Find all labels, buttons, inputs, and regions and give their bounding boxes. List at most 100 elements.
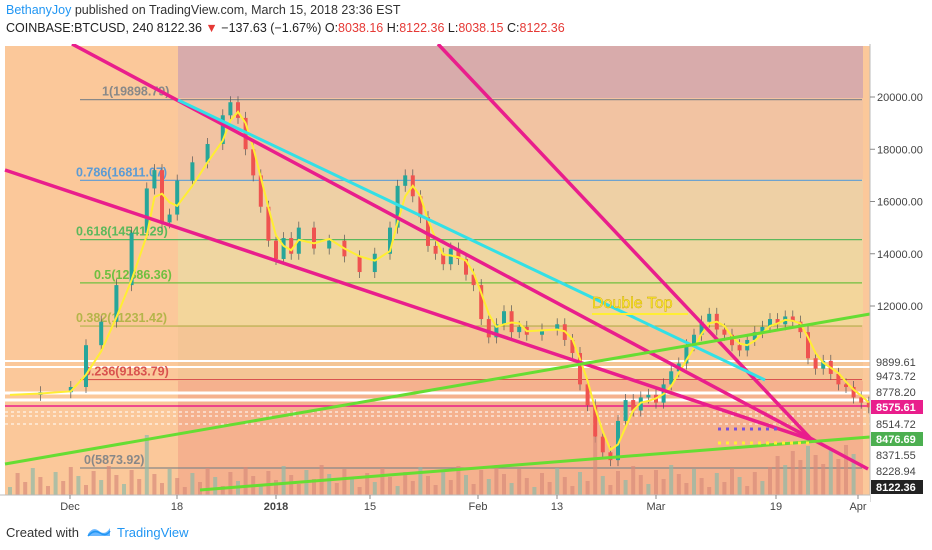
price-label[interactable]: 9473.72 [876,371,916,383]
time-tick-label[interactable]: 2018 [264,501,288,513]
price-label[interactable]: 8778.20 [876,387,916,399]
candle [129,232,134,286]
price-axis[interactable]: 20000.00 18000.00 16000.00 14000.00 12000.00… [869,44,932,502]
fib-level-label[interactable]: 0.618(14541.29) [76,225,168,239]
candle [631,400,636,411]
time-tick-label[interactable]: 18 [171,501,183,513]
price-label[interactable]: 8514.72 [876,419,916,431]
time-tick-label[interactable]: Apr [849,501,866,513]
price-tick-label: 20000.00 [877,92,923,104]
volume-bar [623,480,628,495]
candle [433,245,438,254]
candle [228,102,233,116]
time-tick-label[interactable]: 19 [770,501,782,513]
fib-level-label[interactable]: 0.786(16811.07) [76,165,167,179]
candle [456,248,461,259]
low-label: L: [447,21,459,35]
time-tick-label[interactable]: 13 [551,501,563,513]
price-tick-label: 14000.00 [877,249,923,261]
volume-bar [821,464,826,495]
price-label[interactable]: 8476.69 [876,434,916,446]
volume-bar [372,482,377,495]
volume-bar [144,435,149,495]
volume-bar [342,469,347,495]
candle [775,319,780,325]
volume-bar [167,469,172,495]
candle [426,217,430,246]
author-name[interactable]: BethanyJoy [6,3,72,17]
candle [578,353,582,385]
volume-bar [53,472,58,495]
time-axis[interactable]: Dec 18 2018 15 Feb 13 Mar 19 Apr [0,494,870,514]
double-top-annotation[interactable]: Double Top [592,295,673,312]
fib-zone-top [178,46,863,98]
published-text: published on TradingView.com, March 15, … [74,3,401,17]
candle [464,258,468,275]
time-tick-label[interactable]: Mar [647,501,666,513]
volume-bar [8,487,12,495]
volume-bar [608,485,613,495]
candle [441,253,446,265]
candle [684,345,689,364]
close-value: 8122.36 [519,21,565,35]
price-label[interactable]: 8122.36 [876,482,916,494]
fib-level-label[interactable]: 0(5873.92) [84,453,144,467]
volume-bar [676,474,681,495]
trendlines[interactable] [4,44,871,492]
high-label: H: [386,21,400,35]
price-label[interactable]: 8228.94 [876,466,916,478]
volume-bar [532,487,537,495]
price-label-bg [871,400,923,414]
fib-level-label[interactable]: 0.236(9183.79) [84,365,169,379]
volume-bar [190,473,195,495]
volume-bar [600,476,605,495]
candle [418,196,423,218]
volume-bar [646,484,651,495]
candle [471,274,476,286]
volume-bar [456,466,461,495]
volume-bar [426,476,430,495]
volume-bar [137,479,142,495]
fib-zone-0382 [178,282,863,325]
tradingview-logo-icon[interactable] [87,524,111,541]
price-label[interactable]: 8371.55 [876,450,916,462]
volume-bar [851,454,856,495]
candle [646,394,651,398]
volume-bar [654,470,658,495]
support-green-1[interactable] [4,312,871,466]
time-tick-label[interactable]: 15 [364,501,376,513]
trendline-upper[interactable] [71,44,869,471]
price-label[interactable]: 9899.61 [876,357,916,369]
candle [144,188,149,233]
open-label: O: [324,21,339,35]
candle [327,240,332,249]
candle [699,321,704,335]
fib-level-label[interactable]: 0.382(11231.42) [76,311,167,325]
volume-bar [15,473,20,495]
volume-bar [122,484,126,495]
volume-bar [274,480,278,495]
trendline-cyan[interactable] [177,98,766,382]
tradingview-link[interactable]: TradingView [116,525,189,540]
time-tick-label[interactable]: Feb [469,501,488,513]
volume-bar [243,467,248,495]
price-label[interactable]: 8575.61 [876,402,916,414]
price-axis-bg [870,44,932,502]
candle [707,313,712,322]
price-chart[interactable]: 1(19898.79)0.786(16811.07)0.618(14541.29… [0,44,932,514]
support-green-2[interactable] [199,435,871,492]
volume-bar [502,474,506,495]
volume-bar [547,482,552,495]
candle [851,386,856,398]
candle [289,238,294,254]
candle [730,334,734,346]
candle [593,405,598,437]
low-value: 8038.15 [458,21,504,35]
volume-bar [205,468,210,495]
trendline-lower[interactable] [4,168,813,442]
volume-bar [616,471,620,495]
volume-bar [714,473,719,495]
time-tick-label[interactable]: Dec [60,501,80,513]
candle [274,240,278,259]
candle [266,206,271,241]
